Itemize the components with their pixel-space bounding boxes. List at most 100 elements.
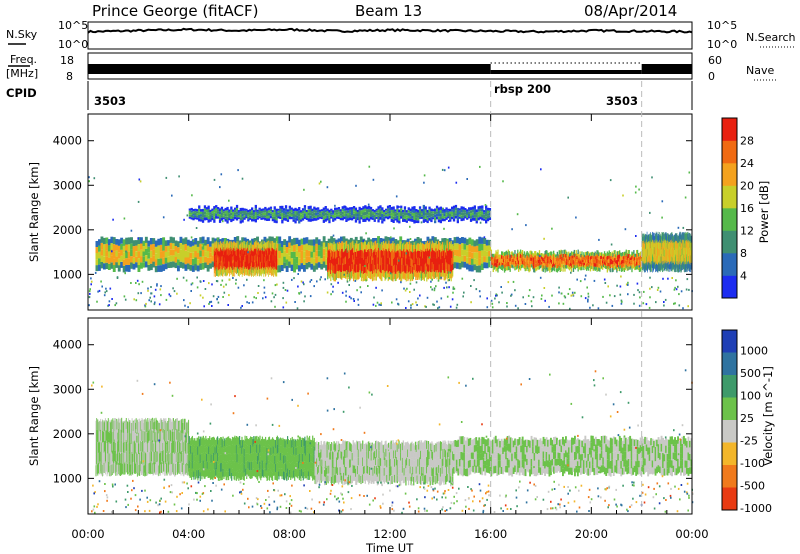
heatmap-cell <box>286 211 290 215</box>
heatmap-cell <box>242 266 244 274</box>
heatmap-cell <box>527 267 529 271</box>
heatmap-cell <box>506 251 509 256</box>
heatmap-cell <box>275 262 277 270</box>
heatmap-cell <box>236 267 237 274</box>
heatmap-cell <box>234 207 237 210</box>
heatmap-cell <box>585 266 587 270</box>
heatmap-cell <box>475 252 479 260</box>
heatmap-cell <box>546 258 548 264</box>
heatmap-cell <box>684 247 686 255</box>
heatmap-cell <box>553 266 555 271</box>
heatmap-cell <box>464 216 467 219</box>
heatmap-cell <box>238 268 240 275</box>
heatmap-cell <box>513 259 515 262</box>
heatmap-cell <box>250 248 252 255</box>
nsearch-tick-top: 10^5 <box>707 19 737 32</box>
heatmap-cell <box>520 261 523 265</box>
heatmap-cell <box>469 207 473 211</box>
heatmap-cell <box>401 273 403 282</box>
heatmap-cell <box>334 266 337 274</box>
heatmap-cell <box>245 266 247 273</box>
heatmap-cell <box>612 268 614 272</box>
heatmap-cell <box>256 213 259 216</box>
heatmap-cell <box>349 257 351 266</box>
heatmap-cell <box>389 257 391 265</box>
heatmap-cell <box>521 257 524 261</box>
heatmap-cell <box>349 237 353 244</box>
heatmap-cell <box>631 259 633 264</box>
heatmap-cell <box>342 264 344 272</box>
heatmap-cell <box>276 283 278 286</box>
heatmap-cell <box>258 243 260 250</box>
heatmap-cell <box>235 261 236 267</box>
heatmap-cell <box>450 257 452 266</box>
heatmap-cell <box>531 264 533 268</box>
heatmap-cell <box>254 218 257 223</box>
heatmap-cell <box>315 263 319 270</box>
heatmap-cell <box>628 265 630 270</box>
heatmap-cell <box>135 245 138 252</box>
heatmap-cell <box>559 250 561 255</box>
heatmap-cell <box>144 255 148 262</box>
heatmap-cell <box>149 238 153 245</box>
heatmap-cell <box>617 251 619 256</box>
heatmap-cell <box>117 252 121 259</box>
heatmap-cell <box>491 265 493 268</box>
heatmap-cell <box>451 211 454 215</box>
heatmap-cell <box>501 255 503 259</box>
heatmap-cell <box>510 251 512 255</box>
heatmap-cell <box>266 241 268 248</box>
heatmap-cell <box>358 216 361 221</box>
heatmap-cell <box>425 248 427 256</box>
heatmap-cell <box>286 209 290 212</box>
heatmap-cell <box>566 261 568 266</box>
heatmap-cell <box>445 212 448 215</box>
heatmap-cell <box>586 255 588 260</box>
heatmap-cell <box>519 262 522 267</box>
heatmap-cell <box>411 215 414 219</box>
heatmap-cell <box>671 249 672 257</box>
heatmap-cell <box>231 256 233 264</box>
heatmap-cell <box>675 240 677 248</box>
heatmap-cell <box>327 263 330 270</box>
heatmap-cell <box>374 264 376 273</box>
heatmap-cell <box>393 271 396 279</box>
heatmap-cell <box>239 245 240 252</box>
heatmap-cell <box>349 273 351 282</box>
heatmap-cell <box>548 256 550 260</box>
heatmap-cell <box>275 214 278 218</box>
heatmap-cell <box>167 245 171 252</box>
heatmap-cell <box>147 258 151 265</box>
heatmap-cell <box>296 218 299 221</box>
heatmap-cell <box>648 306 651 309</box>
heatmap-cell <box>347 257 349 264</box>
heatmap-cell <box>228 209 231 212</box>
heatmap-cell <box>157 245 161 252</box>
heatmap-cell <box>544 299 546 302</box>
freq-tick-bottom: 8 <box>66 70 73 83</box>
heatmap-cell <box>452 270 454 277</box>
heatmap-cell <box>491 262 493 266</box>
heatmap-cell <box>261 239 264 246</box>
heatmap-cell <box>652 232 654 240</box>
heatmap-cell <box>390 258 392 266</box>
heatmap-cell <box>412 265 414 273</box>
heatmap-cell <box>288 248 292 256</box>
heatmap-cell <box>330 266 332 274</box>
cpid-segment-label: 3503 <box>606 94 638 108</box>
heatmap-cell <box>275 258 279 266</box>
heatmap-cell <box>493 254 495 258</box>
heatmap-cell <box>528 264 530 269</box>
heatmap-cell <box>584 278 586 281</box>
heatmap-cell <box>179 236 183 243</box>
heatmap-cell <box>364 249 366 258</box>
heatmap-cell <box>236 260 238 267</box>
heatmap-cell <box>324 209 327 213</box>
heatmap-cell <box>95 265 99 272</box>
heatmap-cell <box>558 262 560 266</box>
heatmap-cell <box>276 255 277 263</box>
heatmap-cell <box>315 212 318 216</box>
heatmap-cell <box>402 212 405 215</box>
heatmap-cell <box>452 218 456 222</box>
heatmap-cell <box>584 257 586 260</box>
